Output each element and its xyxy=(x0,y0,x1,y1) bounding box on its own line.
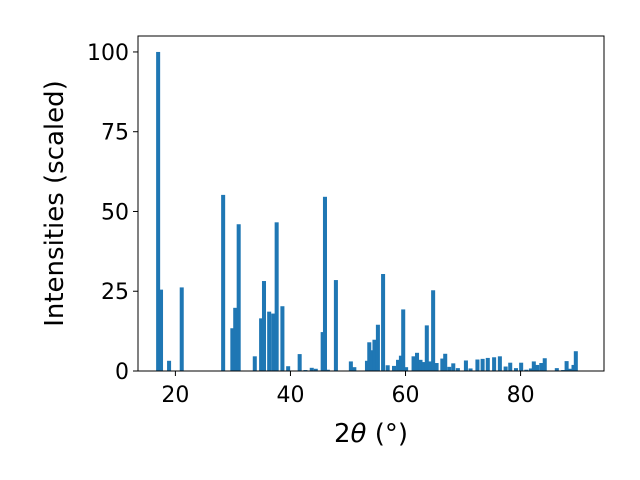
bar xyxy=(381,274,386,371)
bar xyxy=(531,361,536,371)
bar xyxy=(322,196,327,371)
bar xyxy=(372,339,377,371)
bar xyxy=(179,287,184,371)
bar xyxy=(447,366,452,371)
bar xyxy=(542,358,547,371)
x-axis-label-prefix: 2 xyxy=(334,419,351,449)
bar xyxy=(364,360,369,371)
bar xyxy=(313,368,318,371)
bar xyxy=(221,194,226,371)
x-axis-label-theta: θ xyxy=(351,419,367,449)
bar xyxy=(480,358,485,371)
bar xyxy=(271,313,276,371)
bar xyxy=(348,361,353,371)
bar xyxy=(568,368,573,371)
bar xyxy=(564,361,569,371)
bar xyxy=(418,359,423,371)
bar xyxy=(333,280,338,371)
bar xyxy=(497,356,502,371)
bar xyxy=(539,363,544,371)
bar xyxy=(230,328,235,371)
bar xyxy=(297,354,302,371)
bar xyxy=(385,365,390,371)
bar xyxy=(167,360,172,371)
bar xyxy=(267,311,272,371)
bar xyxy=(401,309,406,371)
bar xyxy=(428,361,433,371)
bar xyxy=(434,363,439,371)
bar xyxy=(443,353,448,371)
bar xyxy=(451,363,456,371)
bar xyxy=(431,290,436,371)
bar xyxy=(367,342,372,371)
bar xyxy=(503,366,508,371)
bar xyxy=(508,362,513,371)
y-tick-label: 50 xyxy=(101,200,129,225)
x-tick-label: 40 xyxy=(276,383,304,408)
x-axis-label: 2θ (°) xyxy=(334,419,408,449)
bar xyxy=(375,324,380,371)
axes-frame xyxy=(137,35,605,372)
bar xyxy=(159,289,164,371)
bar xyxy=(236,224,241,371)
y-tick-label: 75 xyxy=(101,121,129,146)
bar xyxy=(440,358,445,371)
bar xyxy=(320,332,325,371)
x-axis-ticks: 20 40 60 80 xyxy=(161,371,535,408)
bar xyxy=(519,362,524,371)
bar xyxy=(398,355,403,371)
bar xyxy=(573,351,578,371)
bar xyxy=(535,364,540,371)
bar xyxy=(421,362,426,371)
bar xyxy=(468,368,473,371)
bar xyxy=(492,357,497,371)
x-tick-label: 80 xyxy=(507,383,535,408)
bar xyxy=(259,318,264,371)
bar xyxy=(309,367,314,371)
y-tick-label: 25 xyxy=(101,280,129,305)
y-axis-label: Intensities (scaled) xyxy=(40,80,70,327)
x-tick-label: 20 xyxy=(161,383,189,408)
bar xyxy=(280,306,285,371)
y-axis-ticks: 0 25 50 75 100 xyxy=(87,41,138,385)
bar xyxy=(528,368,533,371)
bar xyxy=(415,352,420,371)
bar xyxy=(554,368,559,371)
bar xyxy=(404,367,409,371)
y-tick-label: 0 xyxy=(115,360,129,385)
bar xyxy=(424,325,429,371)
bar xyxy=(524,369,529,371)
bar xyxy=(261,281,267,371)
y-tick-label: 100 xyxy=(87,41,129,66)
bar xyxy=(233,307,238,371)
bar xyxy=(396,359,401,371)
bar xyxy=(571,364,576,371)
bar xyxy=(513,368,518,371)
bar xyxy=(392,365,397,371)
bars-group xyxy=(156,51,578,371)
bar xyxy=(369,350,374,371)
bar xyxy=(352,367,357,371)
bar xyxy=(252,356,257,371)
bar xyxy=(485,357,490,371)
bar xyxy=(286,366,291,371)
bar xyxy=(411,356,416,371)
bar xyxy=(156,51,161,371)
bar xyxy=(325,369,330,371)
bar xyxy=(475,359,480,371)
bar xyxy=(463,360,468,371)
x-axis-label-unit: (°) xyxy=(366,419,408,449)
bar xyxy=(274,222,279,371)
x-tick-label: 60 xyxy=(392,383,420,408)
bar xyxy=(455,368,460,371)
